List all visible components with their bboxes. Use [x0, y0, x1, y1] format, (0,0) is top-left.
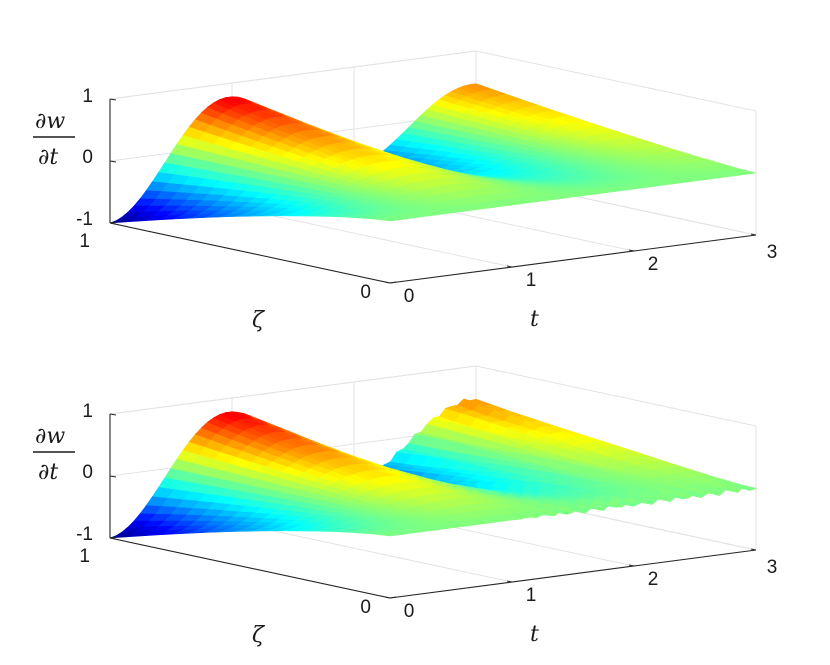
axes-box-bottom	[109, 413, 757, 599]
axis-line	[109, 222, 391, 284]
grid-line	[231, 521, 513, 583]
z-tick-top: -1	[76, 209, 93, 230]
surface-plot-bottom: ∂w ∂t 1 0 -1 1 0 0 1 2 3 ζ t	[33, 365, 777, 648]
z-tick-bottom: 0	[82, 462, 93, 483]
grid-line	[109, 365, 477, 415]
axis-line	[389, 234, 757, 284]
z-tick-bottom: -1	[76, 524, 93, 545]
grid-line	[475, 365, 757, 427]
y-tick-bottom: 0	[360, 597, 371, 618]
xlabel-t-top: t	[530, 307, 539, 332]
tick-mark	[750, 233, 757, 236]
surface-mesh-top	[109, 83, 757, 224]
zlabel-denominator-bottom: ∂t	[38, 460, 58, 485]
grid-line	[109, 50, 477, 100]
ylabel-zeta-bottom: ζ	[252, 623, 266, 648]
tick-mark	[109, 98, 117, 101]
surface-facet	[733, 484, 758, 491]
tick-mark	[506, 580, 513, 583]
x-tick-bottom: 3	[767, 557, 778, 578]
axis-line	[389, 549, 757, 599]
tick-mark	[389, 281, 397, 284]
z-tick-top: 0	[82, 147, 93, 168]
x-tick-bottom: 2	[648, 569, 659, 590]
tick-mark	[628, 249, 635, 252]
grid-line	[475, 50, 757, 112]
tick-mark	[109, 160, 117, 163]
grid-line	[231, 206, 513, 268]
tick-mark	[384, 281, 391, 284]
x-tick-top: 0	[404, 286, 415, 307]
surface-facet	[734, 168, 757, 175]
surface-plot-top: ∂w ∂t 1 0 -1 1 0 0 1 2 3 ζ t	[33, 50, 777, 333]
z-tick-top: 1	[82, 86, 93, 107]
axis-line	[109, 537, 391, 599]
x-tick-top: 1	[526, 270, 537, 291]
zlabel-numerator-bottom: ∂w	[35, 424, 65, 449]
xlabel-t-bottom: t	[530, 622, 539, 647]
y-tick-top: 1	[79, 231, 90, 252]
zlabel-numerator-top: ∂w	[35, 109, 65, 134]
axis-labels-top: ∂w ∂t 1 0 -1 1 0 0 1 2 3 ζ t	[33, 86, 777, 333]
axis-labels-bottom: ∂w ∂t 1 0 -1 1 0 0 1 2 3 ζ t	[33, 401, 777, 648]
ylabel-zeta-top: ζ	[252, 308, 266, 333]
y-tick-bottom: 1	[79, 546, 90, 567]
tick-mark	[506, 265, 513, 268]
x-tick-bottom: 1	[526, 585, 537, 606]
tick-mark	[384, 596, 391, 599]
z-tick-bottom: 1	[82, 401, 93, 422]
x-tick-top: 2	[648, 254, 659, 275]
zlabel-denominator-top: ∂t	[38, 145, 58, 170]
tick-mark	[109, 536, 117, 539]
x-tick-bottom: 0	[404, 601, 415, 622]
tick-mark	[750, 548, 757, 551]
tick-mark	[628, 564, 635, 567]
y-tick-top: 0	[360, 282, 371, 303]
x-tick-top: 3	[767, 242, 778, 263]
tick-mark	[109, 475, 117, 478]
tick-mark	[389, 596, 397, 599]
tick-mark	[109, 221, 117, 224]
surface-mesh-bottom	[109, 398, 758, 539]
axes-box-top	[109, 98, 757, 284]
tick-mark	[109, 413, 117, 416]
